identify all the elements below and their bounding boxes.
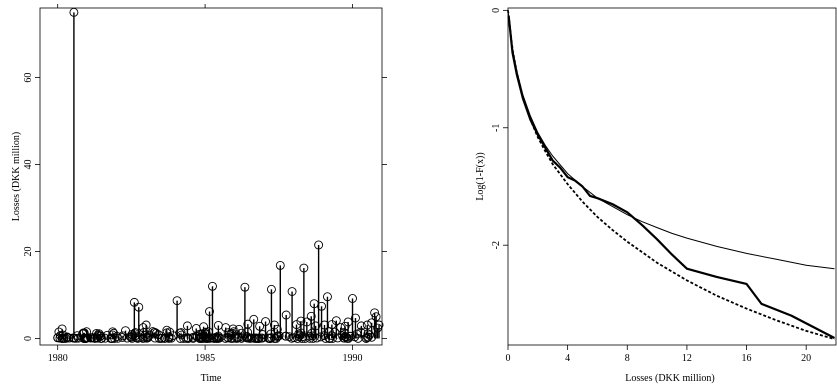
right-x-tick-label: 16 xyxy=(742,353,752,364)
left-data-point xyxy=(296,316,306,326)
left-baseline-point xyxy=(107,334,117,343)
right-x-tick-label: 4 xyxy=(565,353,570,364)
left-data-point xyxy=(351,313,360,323)
left-ticks: 1980 1985 1990 0 20 40 60 xyxy=(23,4,387,364)
left-data-point xyxy=(162,325,172,335)
left-baseline-point xyxy=(164,332,174,342)
right-y-tick-label: -2 xyxy=(491,241,502,249)
left-data-point xyxy=(129,297,139,307)
left-data-point xyxy=(208,281,217,291)
left-chart-panel: 1980 1985 1990 0 20 40 60 Time Losses (DKK mil… xyxy=(11,4,387,384)
left-data-point xyxy=(172,296,182,306)
left-data-point xyxy=(275,260,285,270)
right-x-tick-label: 12 xyxy=(682,353,692,364)
left-x-tick-label: 1985 xyxy=(195,353,215,364)
left-baseline-point xyxy=(330,327,340,337)
right-chart-panel: 0 4 8 12 16 20 0 -1 -2 Losses (DKK million) Log(… xyxy=(475,7,837,384)
left-y-tick-label: 40 xyxy=(23,160,34,170)
left-baseline-point xyxy=(345,331,355,341)
left-y-tick-label: 20 xyxy=(23,247,34,257)
left-baseline-point xyxy=(365,330,374,340)
left-baseline-point xyxy=(86,333,96,343)
left-baseline-point xyxy=(181,333,191,343)
left-data-point xyxy=(281,310,291,320)
right-series-thin-line xyxy=(507,10,835,270)
left-data-point xyxy=(228,324,238,334)
left-data-point xyxy=(199,322,209,332)
left-data-point xyxy=(69,7,79,17)
left-baseline-point xyxy=(100,333,110,343)
left-baseline-point xyxy=(175,328,185,338)
right-x-tick-label: 8 xyxy=(625,353,630,364)
left-data-point xyxy=(314,240,324,250)
left-baseline-point xyxy=(108,330,118,340)
right-x-tick-label: 20 xyxy=(801,353,811,364)
left-data-point xyxy=(109,328,119,338)
left-data-point xyxy=(269,320,279,330)
right-plot-frame xyxy=(507,7,837,346)
right-x-axis-label: Losses (DKK million) xyxy=(625,373,714,384)
left-data-point xyxy=(340,321,350,331)
left-data-point xyxy=(374,320,384,330)
left-x-tick-label: 1980 xyxy=(48,353,68,364)
left-baseline-point xyxy=(353,333,363,343)
left-data-point xyxy=(240,282,250,292)
left-data-point xyxy=(141,320,151,330)
left-x-tick-label: 1990 xyxy=(343,353,363,364)
left-y-axis-label: Losses (DKK million) xyxy=(11,132,22,221)
left-data-point xyxy=(306,311,316,321)
left-data-point xyxy=(205,307,214,316)
right-marks xyxy=(507,10,836,340)
left-data-point xyxy=(182,321,192,331)
left-data-point xyxy=(348,294,357,303)
left-data-point xyxy=(150,327,160,337)
left-data-point xyxy=(371,312,381,322)
left-data-point xyxy=(134,302,144,312)
left-data-point xyxy=(138,323,148,333)
right-y-axis-label: Log(1-F(x)) xyxy=(475,152,486,200)
left-data-point xyxy=(287,287,297,296)
left-y-tick-label: 60 xyxy=(23,73,34,83)
left-baseline-point xyxy=(131,333,141,342)
right-series-dashed-line xyxy=(507,10,835,340)
right-y-tick-label: 0 xyxy=(491,8,502,13)
left-data-point xyxy=(356,321,366,331)
left-data-point xyxy=(272,324,282,334)
left-data-point xyxy=(266,284,276,294)
right-ticks: 0 4 8 12 16 20 0 -1 -2 xyxy=(491,8,811,364)
left-data-point xyxy=(299,263,309,273)
left-data-point xyxy=(323,292,332,302)
right-x-tick-label: 0 xyxy=(506,353,511,364)
left-data-point xyxy=(121,326,130,336)
left-baseline-point xyxy=(294,329,304,339)
left-baseline-point xyxy=(250,334,260,343)
left-data-point xyxy=(320,320,329,330)
left-baseline-point xyxy=(297,334,307,343)
left-y-tick-label: 0 xyxy=(23,336,34,341)
left-marks xyxy=(53,7,384,343)
left-x-axis-label: Time xyxy=(201,373,222,384)
left-data-point xyxy=(249,314,259,324)
left-data-point xyxy=(243,319,253,329)
left-data-point xyxy=(370,308,380,318)
left-data-point xyxy=(79,328,89,338)
left-data-point xyxy=(255,321,265,331)
left-data-point xyxy=(261,317,270,326)
left-data-point xyxy=(331,316,341,326)
left-data-point xyxy=(221,323,231,333)
left-data-point xyxy=(311,321,321,331)
left-plot-frame xyxy=(39,7,383,346)
right-series-empirical-line xyxy=(507,16,836,339)
left-data-point xyxy=(94,329,104,339)
right-y-tick-label: -1 xyxy=(491,124,502,132)
left-baseline-point xyxy=(62,332,72,342)
left-baseline-point xyxy=(96,334,106,343)
left-data-point xyxy=(57,324,67,334)
left-baseline-point xyxy=(333,333,343,343)
left-data-point xyxy=(317,301,327,311)
left-data-point xyxy=(234,324,244,334)
